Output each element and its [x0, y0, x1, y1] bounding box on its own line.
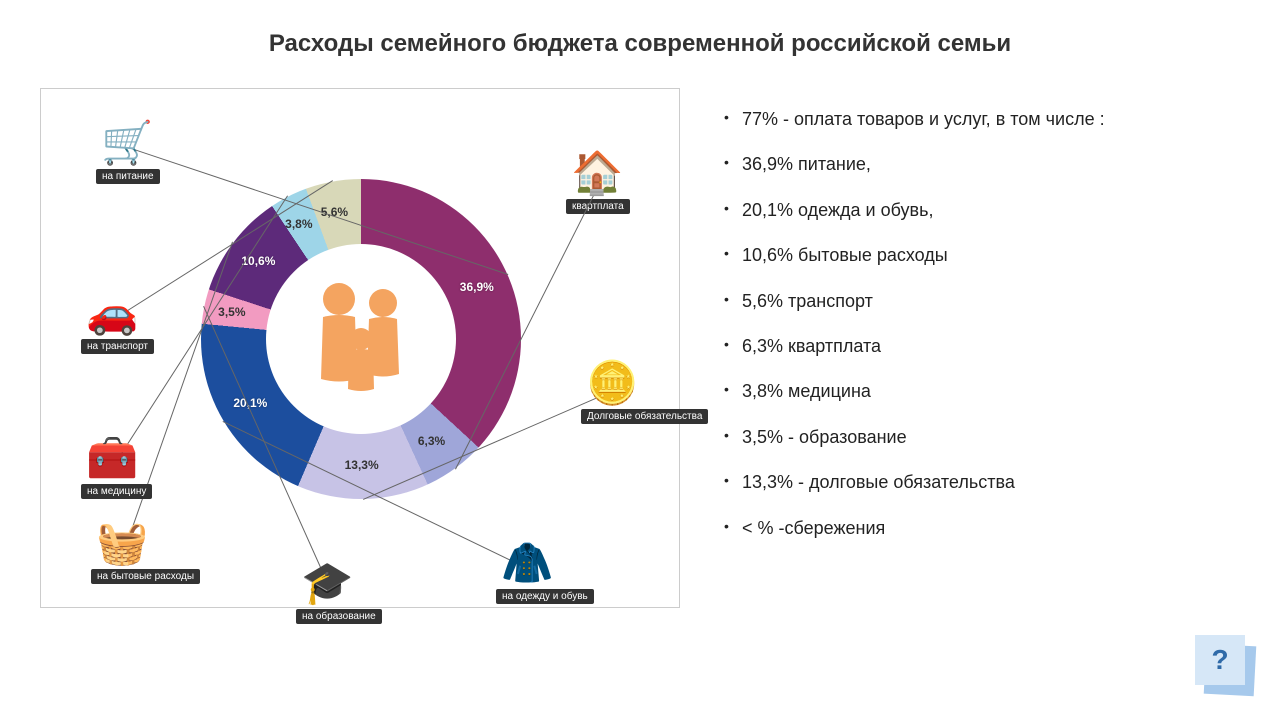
help-icon: ?	[1195, 635, 1245, 685]
list-item: < % -сбережения	[720, 517, 1240, 540]
list-item: 10,6% бытовые расходы	[720, 244, 1240, 267]
callout-household: на бытовые расходы	[91, 569, 200, 584]
list-item: 3,8% медицина	[720, 380, 1240, 403]
callout-medicine: на медицину	[81, 484, 152, 499]
debt-icon: 🪙	[586, 359, 638, 408]
expense-list: 77% - оплата товаров и услуг, в том числ…	[720, 108, 1240, 540]
list-item: 77% - оплата товаров и услуг, в том числ…	[720, 108, 1240, 131]
list-item: 3,5% - образование	[720, 426, 1240, 449]
list-item: 36,9% питание,	[720, 153, 1240, 176]
page-title: Расходы семейного бюджета современной ро…	[0, 0, 1280, 68]
callout-transport: на транспорт	[81, 339, 154, 354]
list-item: 5,6% транспорт	[720, 290, 1240, 313]
callout-debt: Долговые обязательства	[581, 409, 708, 424]
donut-hole	[266, 244, 456, 434]
content-row: 36,9%6,3%13,3%20,1%3,5%10,6%3,8%5,6% на …	[0, 68, 1280, 628]
callout-rent: квартплата	[566, 199, 630, 214]
chart-panel: 36,9%6,3%13,3%20,1%3,5%10,6%3,8%5,6% на …	[40, 88, 680, 608]
callout-food: на питание	[96, 169, 160, 184]
household-icon: 🧺	[96, 519, 148, 568]
medicine-icon: 🧰	[86, 434, 138, 483]
education-icon: 🎓	[301, 559, 353, 608]
segment-label-food: 36,9%	[460, 280, 494, 294]
callout-clothes: на одежду и обувь	[496, 589, 594, 604]
segment-label-medicine: 3,8%	[285, 217, 312, 231]
callout-education: на образование	[296, 609, 382, 624]
list-item: 13,3% - долговые обязательства	[720, 471, 1240, 494]
help-badge[interactable]: ?	[1195, 635, 1255, 695]
list-item: 20,1% одежда и обувь,	[720, 199, 1240, 222]
segment-label-rent: 6,3%	[418, 434, 445, 448]
food-icon: 🛒	[101, 119, 153, 168]
segment-label-education: 3,5%	[218, 305, 245, 319]
rent-icon: 🏠	[571, 149, 623, 198]
segment-label-clothes: 20,1%	[233, 396, 267, 410]
family-icon	[291, 269, 431, 409]
list-item: 6,3% квартплата	[720, 335, 1240, 358]
segment-label-debt: 13,3%	[345, 458, 379, 472]
list-panel: 77% - оплата товаров и услуг, в том числ…	[720, 88, 1240, 608]
transport-icon: 🚗	[86, 289, 138, 338]
clothes-icon: 🧥	[501, 539, 553, 588]
